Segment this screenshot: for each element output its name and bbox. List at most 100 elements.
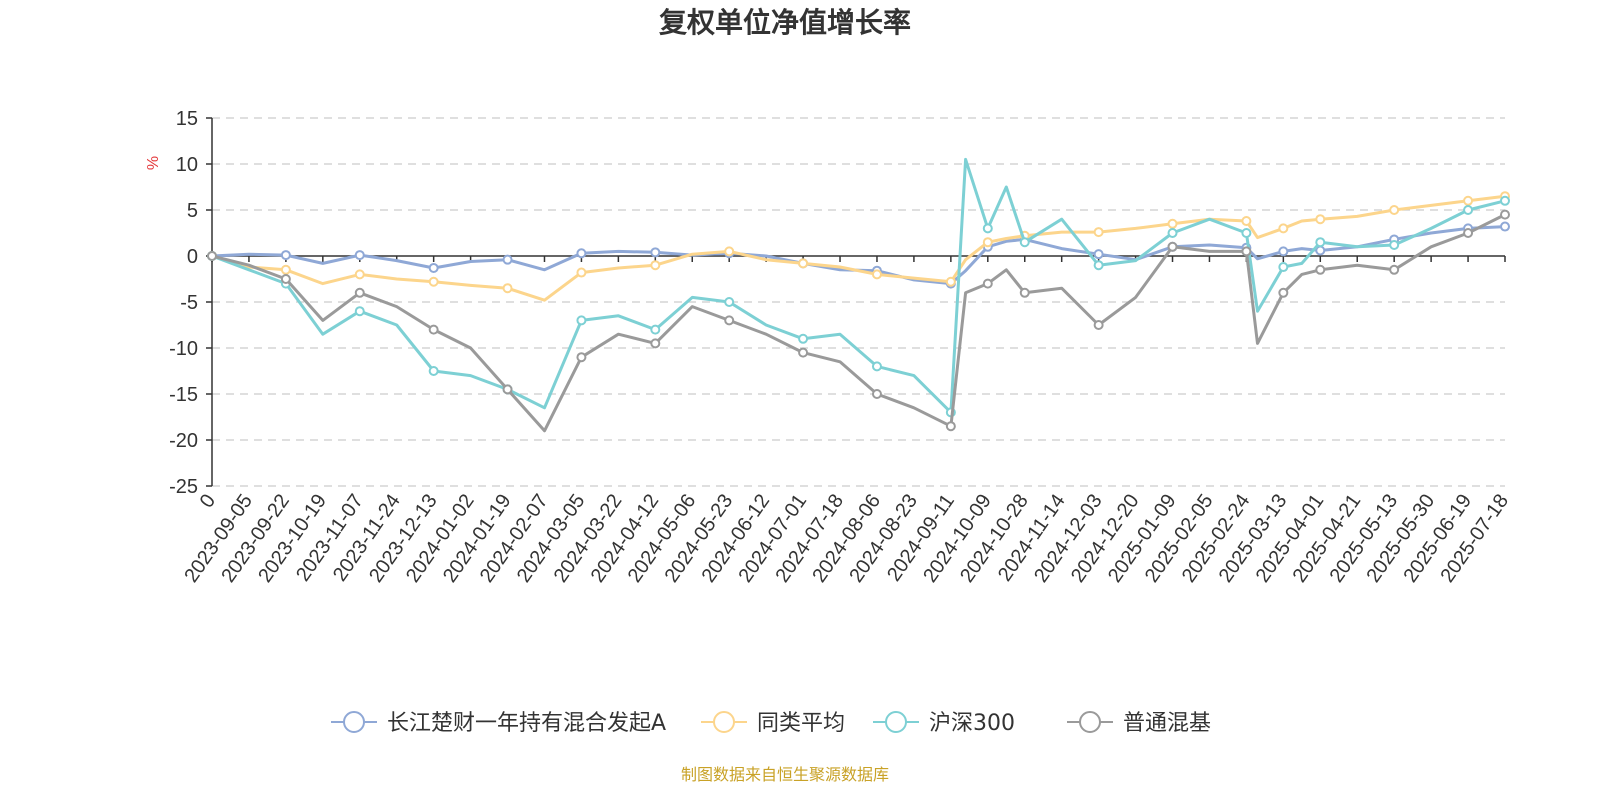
y-axis-unit-label: % [145, 156, 162, 170]
legend-swatch-marker [1079, 711, 1101, 733]
series-point [1093, 249, 1104, 260]
series-point [650, 324, 661, 335]
series-point [798, 347, 809, 358]
series-point [280, 264, 291, 275]
series-point [1019, 287, 1030, 298]
series-point [428, 262, 439, 273]
series-point [945, 421, 956, 432]
series-point [1093, 227, 1104, 238]
legend-label: 同类平均 [757, 711, 845, 736]
legend-item[interactable]: 长江楚财一年持有混合发起A [331, 711, 666, 736]
series-point [650, 338, 661, 349]
legend-label: 普通混基 [1123, 711, 1211, 736]
legend-swatch-marker [885, 711, 907, 733]
series-point [1167, 228, 1178, 238]
series-point [428, 366, 439, 376]
series-point [1315, 264, 1326, 275]
y-tick-label: -5 [180, 292, 198, 314]
series-point [1463, 205, 1474, 215]
series-point [1315, 214, 1326, 225]
y-tick-label: 5 [187, 200, 198, 222]
series-point [1167, 218, 1178, 229]
series-line-0 [211, 225, 1506, 286]
series-line-1 [211, 194, 1506, 302]
legend-item[interactable]: 沪深300 [873, 711, 1015, 736]
chart-title: 复权单位净值增长率 [659, 6, 911, 39]
series-point [1093, 260, 1104, 271]
series-point [1167, 241, 1178, 252]
legend-label: 长江楚财一年持有混合发起A [387, 711, 666, 736]
series-point [1500, 209, 1510, 220]
legend-item[interactable]: 同类平均 [701, 711, 845, 736]
series-point [576, 352, 587, 363]
series-line-2 [211, 157, 1506, 414]
series-point [1500, 195, 1510, 206]
series-point [428, 324, 439, 335]
y-tick-label: -20 [169, 430, 198, 452]
source-note: 制图数据来自恒生聚源数据库 [681, 765, 889, 784]
series-line-3 [211, 213, 1506, 433]
series-point [354, 269, 365, 280]
y-tick-label: -25 [169, 476, 198, 498]
y-tick-label: -10 [169, 338, 198, 360]
series-point [1463, 195, 1474, 206]
series-point [502, 384, 513, 395]
series-point [1463, 228, 1474, 238]
series-point [1389, 205, 1400, 215]
series-lines [207, 157, 1510, 433]
series-point [871, 389, 882, 399]
series-point [945, 276, 956, 287]
series-point [1278, 223, 1289, 234]
series-point [650, 247, 661, 258]
series-point [354, 306, 365, 317]
series-point [1500, 221, 1510, 232]
series-point [1389, 239, 1400, 250]
series-point [798, 258, 809, 269]
series-point [1278, 287, 1289, 298]
series-point [428, 276, 439, 287]
legend: 长江楚财一年持有混合发起A 同类平均 沪深300 普通混基 [331, 711, 1211, 736]
y-tick-label: 0 [187, 246, 198, 268]
series-point [502, 283, 513, 294]
series-point [1019, 237, 1030, 248]
series-point [1241, 246, 1252, 257]
y-axis-ticks: 15 10 5 0 -5 -10 -15 -20 -25 [169, 108, 212, 498]
series-point [724, 297, 735, 307]
series-point [280, 250, 291, 261]
series-point [207, 251, 217, 261]
series-point [982, 278, 993, 289]
y-tick-label: 15 [176, 108, 198, 130]
legend-swatch-marker [713, 711, 735, 733]
series-point [1315, 237, 1326, 248]
x-tick-label: 0 [196, 490, 220, 512]
series-point [1093, 320, 1104, 330]
legend-swatch-marker [343, 711, 365, 733]
series-point [1278, 246, 1289, 257]
series-point [724, 315, 735, 326]
series-point [280, 274, 291, 284]
y-tick-label: 10 [176, 154, 198, 176]
legend-label: 沪深300 [929, 711, 1015, 736]
series-point [576, 315, 587, 326]
series-point [871, 361, 882, 372]
series-point [576, 248, 587, 259]
series-point [650, 260, 661, 271]
series-point [871, 269, 882, 280]
grid-lines [212, 117, 1505, 487]
series-point [1241, 228, 1252, 238]
series-point [982, 237, 993, 248]
series-point [724, 246, 735, 257]
series-point [502, 254, 513, 265]
x-axis-ticks: 02023-09-052023-09-222023-10-192023-11-0… [180, 256, 1513, 587]
series-point [1389, 264, 1400, 275]
series-point [576, 267, 587, 278]
series-point [354, 287, 365, 298]
series-point [1241, 216, 1252, 227]
series-point [354, 250, 365, 261]
y-tick-label: -15 [169, 384, 198, 406]
legend-item[interactable]: 普通混基 [1067, 711, 1211, 736]
series-point [1278, 262, 1289, 273]
series-point [982, 223, 993, 234]
series-point [798, 333, 809, 344]
